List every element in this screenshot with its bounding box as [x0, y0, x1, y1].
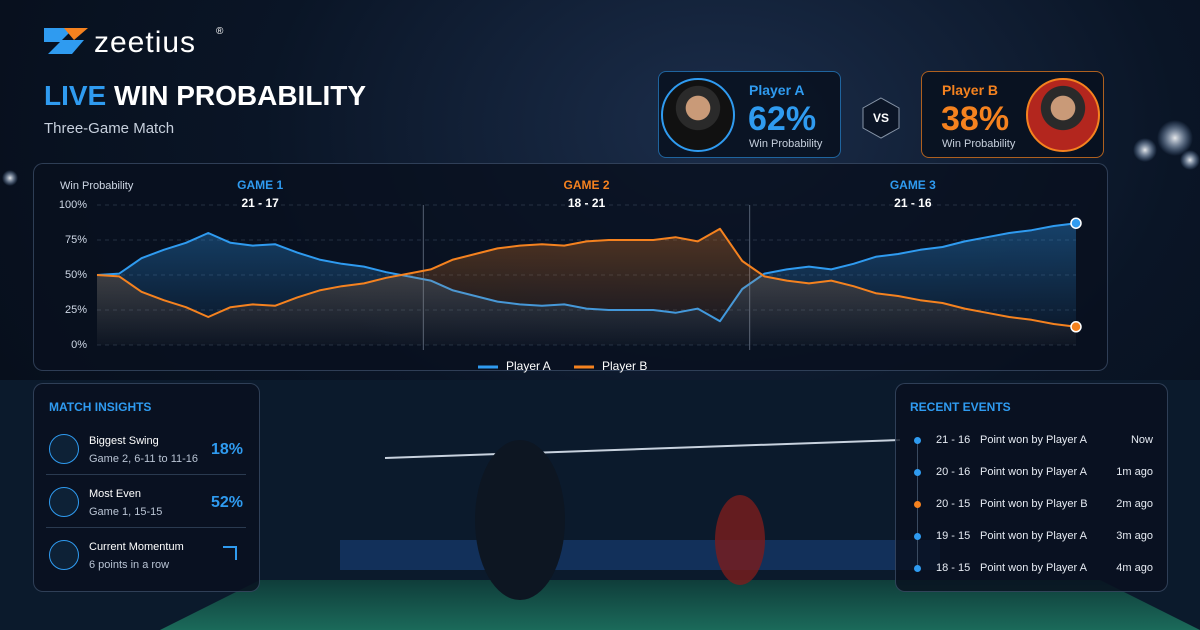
versus-badge: VS: [862, 97, 900, 139]
event-dot: [914, 437, 921, 444]
end-marker: [1070, 217, 1082, 229]
insight-icon: [49, 487, 79, 517]
events-panel: RECENT EVENTS 21 - 16 Point won by Player…: [895, 383, 1168, 592]
legend-label: Player B: [602, 359, 647, 373]
player-silhouette: [715, 495, 765, 585]
game-label: GAME 1: [237, 178, 283, 192]
event-text: Point won by Player A: [980, 530, 1088, 542]
player-probability: 38%: [941, 100, 1010, 138]
insight-icon: [49, 434, 79, 464]
event-score: 20 - 16: [936, 466, 971, 478]
player-avatar: [661, 78, 735, 152]
event-dot: [914, 501, 921, 508]
stadium-light: [2, 170, 18, 186]
brand-name: zeetius: [94, 26, 197, 59]
game-score: 21 - 17: [241, 196, 279, 210]
insight-detail: Game 1, 15-15: [89, 506, 163, 518]
event-score: 18 - 15: [936, 562, 971, 574]
divider: [46, 527, 246, 528]
insight-label: Current Momentum: [89, 541, 184, 553]
trend-arrow: [223, 546, 237, 560]
player-card: Player B 38% Win Probability: [921, 71, 1104, 158]
event-text: Point won by Player A: [980, 434, 1088, 446]
player-caption: Win Probability: [942, 138, 1016, 150]
y-axis-title: Win Probability: [60, 180, 134, 192]
y-tick-label: 75%: [65, 234, 87, 246]
event-time: 3m ago: [1116, 530, 1153, 542]
divider: [46, 474, 246, 475]
player-name: Player B: [942, 82, 999, 98]
event-dot: [914, 469, 921, 476]
insight-value: 52%: [210, 494, 243, 511]
y-tick-label: 0%: [71, 339, 87, 351]
legend-label: Player A: [506, 359, 551, 373]
insight-detail: Game 2, 6-11 to 11-16: [89, 453, 199, 465]
y-tick-label: 50%: [65, 269, 87, 281]
event-score: 19 - 15: [936, 530, 971, 542]
header-title: LIVE WIN PROBABILITY: [44, 80, 366, 112]
area: [97, 228, 1076, 345]
title-main: WIN PROBABILITY: [114, 80, 367, 111]
brand-logo: [44, 28, 88, 54]
player-caption: Win Probability: [749, 138, 823, 150]
brand-mark: ®: [216, 26, 224, 37]
event-score: 20 - 15: [936, 498, 971, 510]
event-time: 2m ago: [1116, 498, 1153, 510]
net-top: [384, 439, 901, 459]
event-text: Point won by Player A: [980, 562, 1088, 574]
versus-text: VS: [873, 111, 889, 125]
event-time: 4m ago: [1116, 562, 1153, 574]
game-label: GAME 3: [890, 178, 936, 192]
event-dot: [914, 533, 921, 540]
insight-label: Biggest Swing: [89, 435, 159, 447]
game-score: 21 - 16: [894, 196, 932, 210]
insight-value: 18%: [210, 441, 243, 458]
event-time: 1m ago: [1116, 466, 1153, 478]
title-accent: LIVE: [44, 80, 107, 111]
ad-board: [340, 540, 940, 570]
insight-icon: [49, 540, 79, 570]
insights-panel: MATCH INSIGHTS Biggest Swing Game 2, 6-11…: [33, 383, 260, 592]
line: [96, 227, 1077, 328]
events-title: RECENT EVENTS: [910, 400, 1011, 414]
header-subtitle: Three-Game Match: [44, 120, 175, 137]
insight-label: Most Even: [89, 488, 141, 500]
insights-title: MATCH INSIGHTS: [49, 400, 152, 414]
event-dot: [914, 565, 921, 572]
event-score: 21 - 16: [936, 434, 971, 446]
player-avatar: [1026, 78, 1100, 152]
court: [160, 580, 1200, 630]
player-name: Player A: [749, 82, 805, 98]
event-time: Now: [1130, 434, 1153, 446]
player-silhouette: [475, 440, 565, 600]
player-probability: 62%: [748, 100, 817, 138]
player-card: Player A 62% Win Probability: [658, 71, 841, 158]
stadium-light: [1180, 150, 1200, 170]
insight-detail: 6 points in a row: [89, 559, 170, 571]
stadium-light: [1157, 120, 1193, 156]
stadium-light: [1133, 138, 1157, 162]
event-text: Point won by Player B: [980, 498, 1088, 510]
y-tick-label: 25%: [65, 304, 87, 316]
end-marker: [1070, 321, 1082, 333]
game-label: GAME 2: [563, 178, 609, 192]
game-score: 18 - 21: [568, 196, 606, 210]
event-text: Point won by Player A: [980, 466, 1088, 478]
y-tick-label: 100%: [59, 199, 87, 211]
